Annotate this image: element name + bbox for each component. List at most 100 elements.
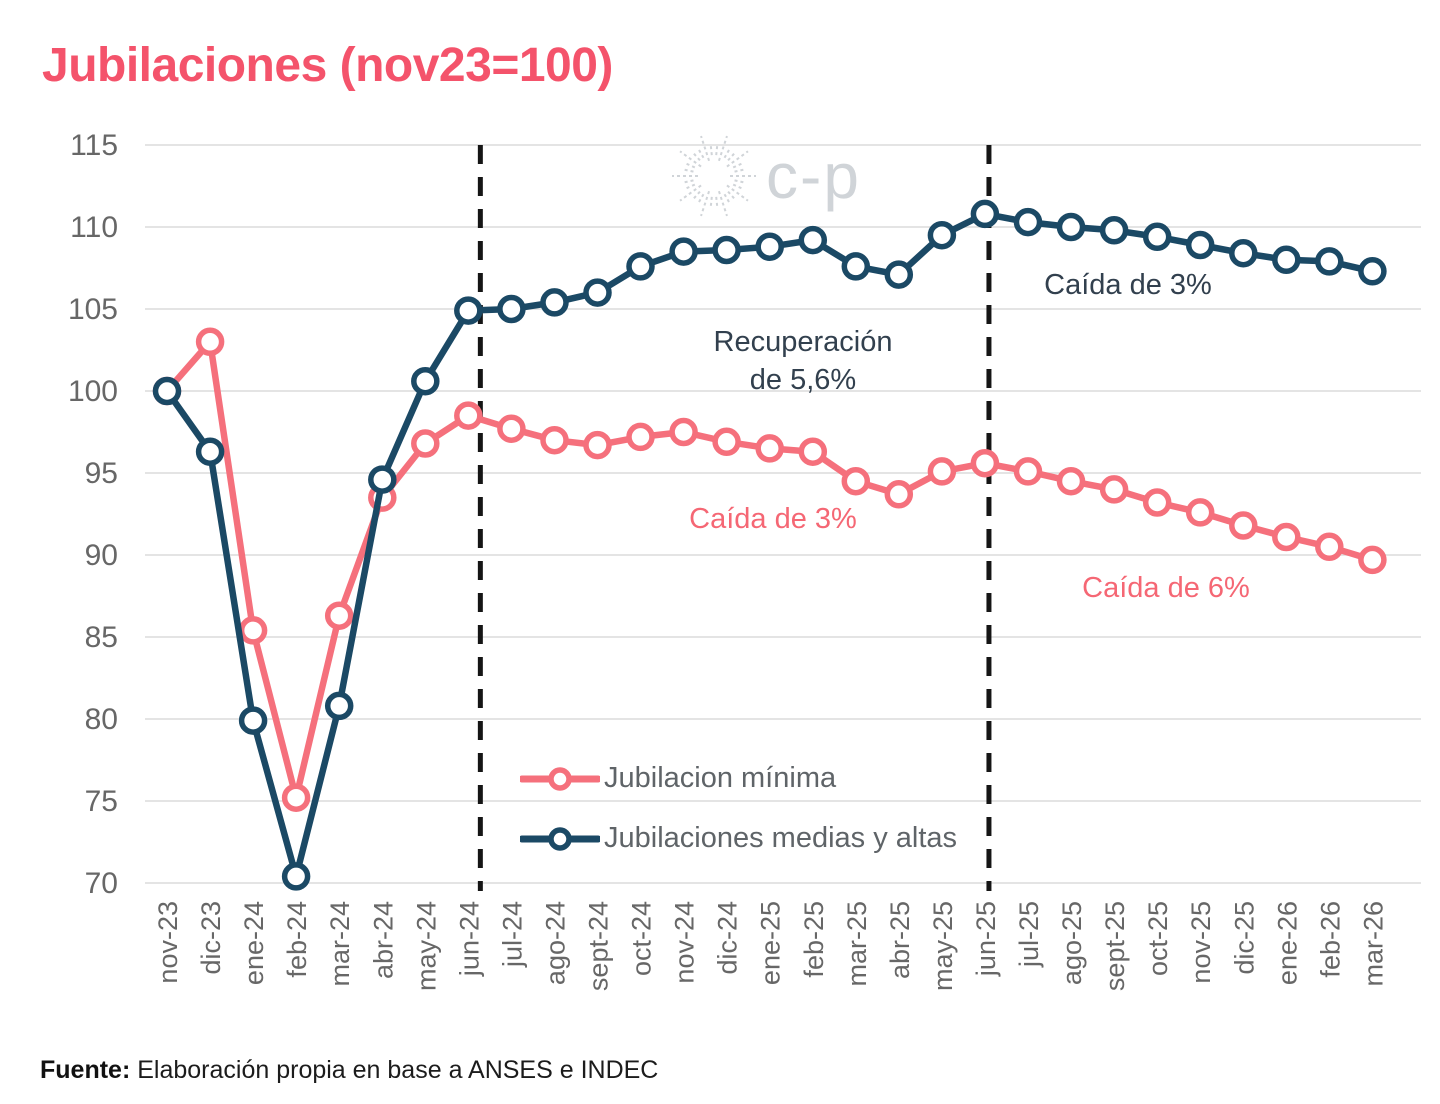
data-point xyxy=(540,288,569,317)
legend-label-medias: Jubilaciones medias y altas xyxy=(604,822,958,854)
data-point xyxy=(669,417,698,447)
y-tick-label: 75 xyxy=(85,785,118,818)
annotation-drop-minima-mid: Caída de 3% xyxy=(689,503,857,535)
data-point xyxy=(1013,457,1043,486)
x-tick-label: dic-24 xyxy=(713,901,743,975)
data-point xyxy=(927,457,957,486)
x-tick-label: mar-25 xyxy=(842,901,872,987)
x-tick-label: feb-26 xyxy=(1315,901,1345,978)
data-point xyxy=(1358,545,1387,575)
x-tick-label: jun-25 xyxy=(971,901,1001,977)
chart-title: Jubilaciones (nov23=100) xyxy=(42,39,613,92)
data-point xyxy=(195,327,225,357)
x-tick-label: mar-24 xyxy=(325,901,355,987)
data-point xyxy=(497,414,526,443)
x-tick-label: ene-26 xyxy=(1272,901,1302,985)
data-point xyxy=(1358,257,1387,286)
x-tick-label: abr-24 xyxy=(368,901,398,979)
data-point xyxy=(454,296,483,325)
data-point xyxy=(238,616,268,645)
data-point xyxy=(1229,511,1258,540)
data-point xyxy=(1185,498,1215,527)
data-point xyxy=(411,429,440,458)
x-tick-label: feb-24 xyxy=(282,901,312,978)
data-point xyxy=(1099,216,1129,245)
annotation-drop-minima-end: Caída de 6% xyxy=(1082,572,1250,604)
data-point xyxy=(626,422,655,452)
data-point xyxy=(1013,207,1043,237)
data-point xyxy=(669,237,698,266)
data-point xyxy=(583,430,612,460)
data-point xyxy=(755,232,784,261)
data-point xyxy=(755,434,784,463)
data-point xyxy=(1315,532,1344,562)
data-point xyxy=(583,278,612,307)
data-point xyxy=(324,691,354,721)
data-point xyxy=(324,601,354,630)
x-tick-label: ago-25 xyxy=(1057,901,1087,985)
annotation-recovery: Recuperación de 5,6% xyxy=(714,323,893,399)
x-tick-label: dic-25 xyxy=(1229,901,1259,975)
x-tick-label: nov-25 xyxy=(1186,901,1216,984)
data-point xyxy=(798,437,828,466)
annotation-recovery-line2: de 5,6% xyxy=(749,364,857,396)
legend-item-medias: Jubilaciones medias y altas xyxy=(520,822,957,855)
data-point xyxy=(1142,222,1172,252)
y-tick-label: 80 xyxy=(85,703,118,736)
data-point xyxy=(152,376,182,406)
x-tick-label: may-24 xyxy=(411,901,441,991)
y-tick-label: 85 xyxy=(85,621,118,654)
data-point xyxy=(195,437,225,466)
data-point xyxy=(970,199,1000,229)
data-point xyxy=(1142,488,1172,517)
x-tick-label: feb-25 xyxy=(799,901,829,978)
x-tick-label: jun-24 xyxy=(454,901,484,977)
y-tick-label: 70 xyxy=(85,867,118,900)
y-tick-label: 95 xyxy=(85,457,118,490)
x-tick-label: nov-23 xyxy=(153,901,183,984)
data-point xyxy=(712,427,741,457)
x-tick-label: may-25 xyxy=(928,901,958,991)
x-tick-label: jul-24 xyxy=(497,901,527,968)
x-tick-label: dic-23 xyxy=(196,901,226,975)
x-tick-label: ago-24 xyxy=(540,901,570,985)
x-tick-label: sept-25 xyxy=(1100,901,1130,991)
y-tick-label: 115 xyxy=(70,129,118,162)
data-point xyxy=(281,862,311,891)
data-point xyxy=(1099,475,1129,504)
data-point xyxy=(841,252,871,281)
y-tick-label: 100 xyxy=(68,375,118,408)
data-point xyxy=(540,425,569,455)
x-tick-label: oct-25 xyxy=(1143,901,1173,976)
source-note: Fuente: Elaboración propia en base a ANS… xyxy=(40,1056,658,1085)
medias-line-marker-swatch xyxy=(520,826,600,851)
y-tick-label: 110 xyxy=(70,211,118,244)
minima-line-marker-swatch xyxy=(520,766,600,791)
data-point xyxy=(841,466,871,496)
x-tick-label: mar-26 xyxy=(1358,901,1388,987)
x-tick-label: ene-24 xyxy=(239,901,269,985)
legend-label-minima: Jubilacion mínima xyxy=(604,762,837,794)
data-point xyxy=(238,706,268,735)
data-point xyxy=(1185,230,1215,260)
data-point xyxy=(1315,247,1344,276)
data-point xyxy=(1229,238,1258,268)
legend-item-minima: Jubilacion mínima xyxy=(520,762,957,795)
x-tick-label: ene-25 xyxy=(756,901,786,985)
x-tick-label: jul-25 xyxy=(1014,901,1044,968)
data-point xyxy=(454,401,483,430)
data-point xyxy=(1056,212,1086,242)
x-tick-label: sept-24 xyxy=(584,901,614,991)
data-point xyxy=(1056,466,1086,496)
x-tick-label: abr-25 xyxy=(885,901,915,979)
data-point xyxy=(497,294,526,324)
data-point xyxy=(970,448,1000,478)
source-text: Elaboración propia en base a ANSES e IND… xyxy=(137,1056,659,1084)
data-point xyxy=(884,480,914,509)
data-point xyxy=(281,783,311,812)
annotation-recovery-line1: Recuperación xyxy=(713,326,893,358)
data-point xyxy=(626,252,655,281)
data-point xyxy=(712,235,741,265)
data-point xyxy=(368,465,397,494)
